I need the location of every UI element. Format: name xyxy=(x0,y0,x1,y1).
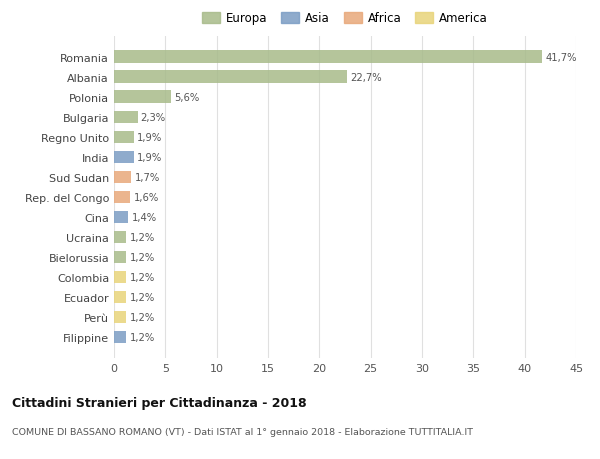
Text: 1,2%: 1,2% xyxy=(130,332,155,342)
Bar xyxy=(114,231,127,244)
Text: 2,3%: 2,3% xyxy=(140,112,166,123)
Text: Cittadini Stranieri per Cittadinanza - 2018: Cittadini Stranieri per Cittadinanza - 2… xyxy=(12,396,307,409)
Text: 1,2%: 1,2% xyxy=(130,252,155,262)
Bar xyxy=(114,151,134,163)
Bar xyxy=(114,91,172,104)
Text: 1,9%: 1,9% xyxy=(137,133,162,142)
Bar xyxy=(114,251,127,263)
Text: 1,4%: 1,4% xyxy=(131,213,157,222)
Bar xyxy=(114,171,131,184)
Text: 1,2%: 1,2% xyxy=(130,312,155,322)
Bar xyxy=(114,71,347,84)
Text: 1,2%: 1,2% xyxy=(130,292,155,302)
Bar xyxy=(114,291,127,303)
Bar xyxy=(114,191,130,203)
Bar xyxy=(114,271,127,284)
Bar xyxy=(114,111,137,123)
Bar xyxy=(114,51,542,64)
Text: 1,6%: 1,6% xyxy=(134,192,159,202)
Bar xyxy=(114,211,128,224)
Text: COMUNE DI BASSANO ROMANO (VT) - Dati ISTAT al 1° gennaio 2018 - Elaborazione TUT: COMUNE DI BASSANO ROMANO (VT) - Dati IST… xyxy=(12,427,473,436)
Text: 22,7%: 22,7% xyxy=(350,73,382,83)
Bar xyxy=(114,131,134,144)
Bar xyxy=(114,331,127,343)
Text: 1,2%: 1,2% xyxy=(130,232,155,242)
Text: 1,9%: 1,9% xyxy=(137,152,162,162)
Bar xyxy=(114,311,127,324)
Text: 1,2%: 1,2% xyxy=(130,272,155,282)
Text: 5,6%: 5,6% xyxy=(175,92,200,102)
Text: 41,7%: 41,7% xyxy=(545,52,577,62)
Text: 1,7%: 1,7% xyxy=(134,173,160,182)
Legend: Europa, Asia, Africa, America: Europa, Asia, Africa, America xyxy=(200,10,490,28)
